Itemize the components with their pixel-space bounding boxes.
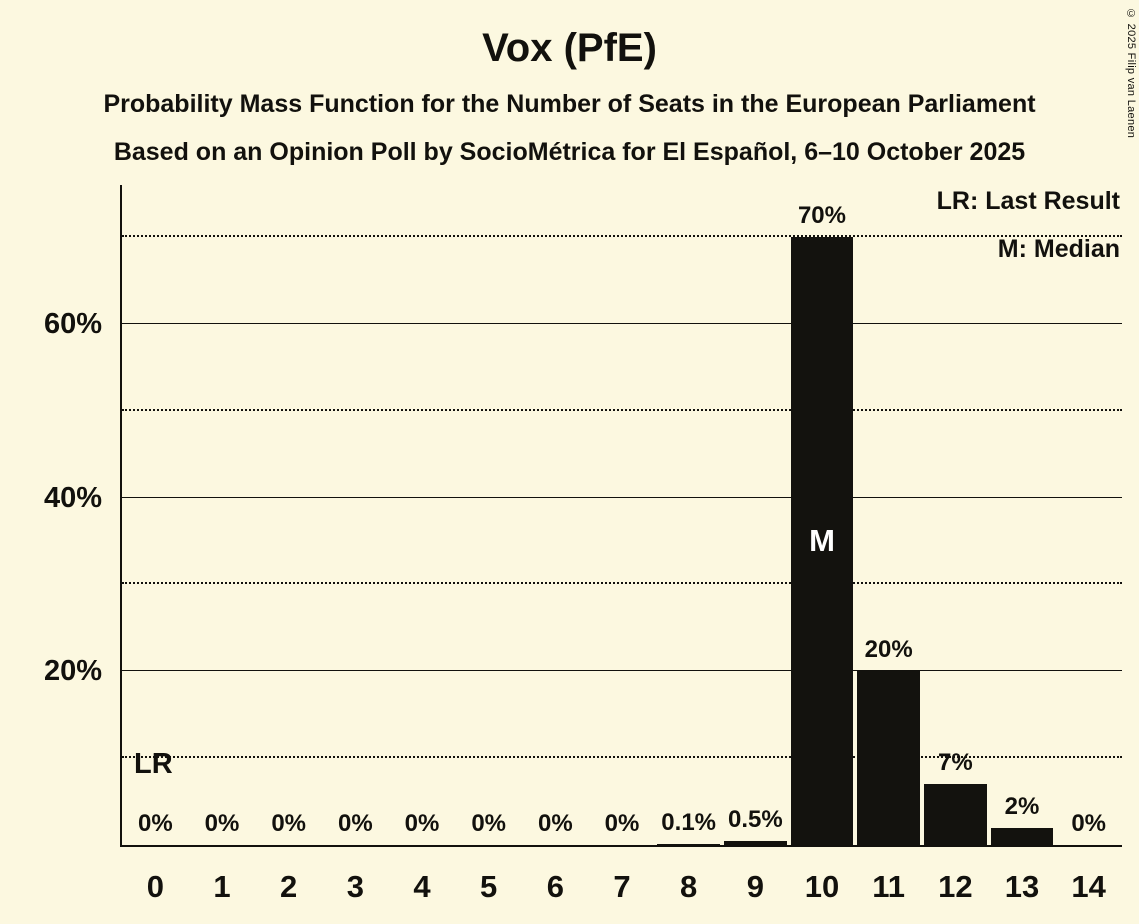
bar-value-label: 0% <box>604 810 640 837</box>
bar-value-label: 0% <box>404 810 440 837</box>
copyright-notice: © 2025 Filip van Laenen <box>1125 8 1137 139</box>
bar-value-label: 2% <box>1004 793 1040 820</box>
bar-value-label: 0% <box>271 810 306 837</box>
bar <box>857 671 920 845</box>
x-axis-tick-label: 2 <box>280 869 298 904</box>
bar-value-label: 0% <box>137 810 173 837</box>
x-axis-tick-label: 7 <box>613 869 631 904</box>
x-axis-tick-label: 0 <box>146 869 164 904</box>
x-axis-tick-label: 14 <box>1071 869 1106 904</box>
bar-value-label: 0% <box>1071 810 1106 837</box>
x-axis-tick-label: 6 <box>546 869 564 904</box>
chart-title: Vox (PfE) <box>482 26 657 70</box>
chart-subtitle-line2: Based on an Opinion Poll by SocioMétrica… <box>113 138 1026 166</box>
bar <box>790 237 854 845</box>
x-axis-tick-label: 1 <box>213 869 231 904</box>
legend-last-result: LR: Last Result <box>936 187 1120 215</box>
bar-value-label: 0.1% <box>661 809 716 836</box>
gridline-dotted <box>122 756 1122 759</box>
gridline-dotted <box>122 408 1122 411</box>
x-axis-tick-label: 11 <box>872 869 906 904</box>
x-axis-tick-label: 3 <box>346 869 364 904</box>
x-axis-tick-label: 13 <box>1004 869 1040 904</box>
x-axis-tick-label: 10 <box>804 869 840 904</box>
x-axis-tick-label: 9 <box>746 869 764 904</box>
y-axis-tick-label: 60% <box>43 307 102 340</box>
bar-value-label: 0% <box>471 810 506 837</box>
x-axis-tick-label: 4 <box>413 869 431 904</box>
gridline-solid <box>122 496 1122 498</box>
gridline-dotted <box>122 582 1122 585</box>
bar <box>657 844 720 845</box>
bar-value-label: 0% <box>337 810 373 837</box>
gridline-solid <box>122 322 1122 324</box>
bar-value-label: 0% <box>537 810 573 837</box>
bar-value-label: 70% <box>797 202 846 229</box>
bar <box>990 828 1054 845</box>
x-axis-tick-label: 5 <box>480 869 498 904</box>
x-axis-tick-label: 8 <box>680 869 698 904</box>
bar <box>924 784 987 845</box>
gridline-solid <box>122 670 1122 672</box>
x-axis-tick-label: 12 <box>938 869 973 904</box>
last-result-label: LR <box>134 748 173 780</box>
bar <box>724 841 787 845</box>
bar-value-label: 0% <box>204 810 240 837</box>
y-axis-tick-label: 40% <box>43 481 102 514</box>
bar-value-label: 0.5% <box>727 806 783 833</box>
legend-median: M: Median <box>997 235 1120 263</box>
median-marker-label: M <box>809 523 835 559</box>
chart-subtitle-line1: Probability Mass Function for the Number… <box>103 90 1036 118</box>
plot-area: 20% 40% 60% 0% 0 0% 1 0% 2 0% 3 0% 4 0% 5 0% 6 0% 7 0.1% 8 0.… <box>44 185 1122 904</box>
bar-value-label: 20% <box>864 636 913 663</box>
gridline-dotted <box>122 235 1122 238</box>
y-axis-tick-label: 20% <box>43 655 102 688</box>
bar-value-label: 7% <box>937 749 973 776</box>
